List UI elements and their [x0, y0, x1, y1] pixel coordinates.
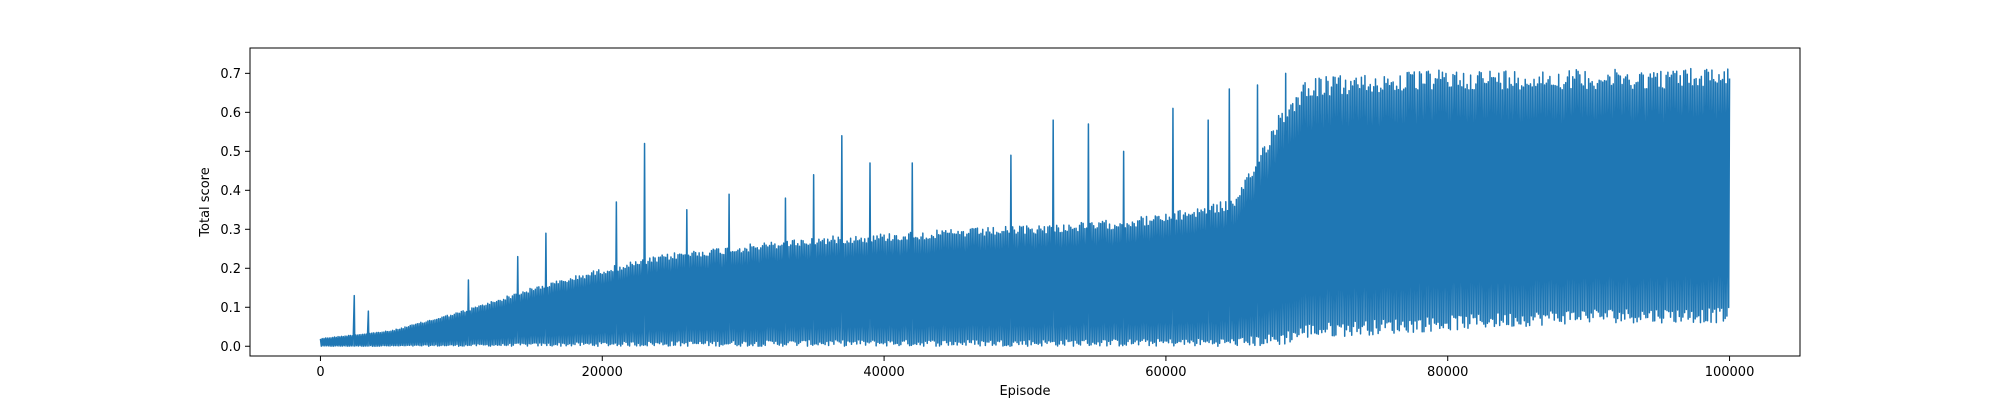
x-tick-label: 20000 [582, 365, 623, 380]
series-line [319, 67, 1731, 347]
x-axis-label: Episode [999, 384, 1050, 399]
y-tick-label: 0.0 [220, 340, 241, 355]
plot-area-frame [249, 47, 1801, 357]
x-tick-label: 0 [316, 365, 324, 380]
x-tick-label: 60000 [1145, 365, 1186, 380]
y-tick-label: 0.2 [220, 262, 241, 277]
y-tick-label: 0.3 [220, 223, 241, 238]
series-total-score [319, 67, 1731, 347]
x-tick-label: 100000 [1705, 365, 1755, 380]
y-tick-label: 0.1 [220, 301, 241, 316]
y-axis: 0.0 0.1 0.2 0.3 0.4 0.5 0.6 0.7 [220, 67, 250, 355]
y-tick-label: 0.7 [220, 67, 241, 82]
x-tick-label: 40000 [863, 365, 904, 380]
y-tick-label: 0.6 [220, 106, 241, 121]
x-tick-label: 80000 [1427, 365, 1468, 380]
x-axis: 0 20000 40000 60000 80000 100000 [316, 356, 1754, 380]
y-axis-label: Total score [198, 167, 213, 237]
y-tick-label: 0.4 [220, 184, 241, 199]
y-tick-label: 0.5 [220, 145, 241, 160]
